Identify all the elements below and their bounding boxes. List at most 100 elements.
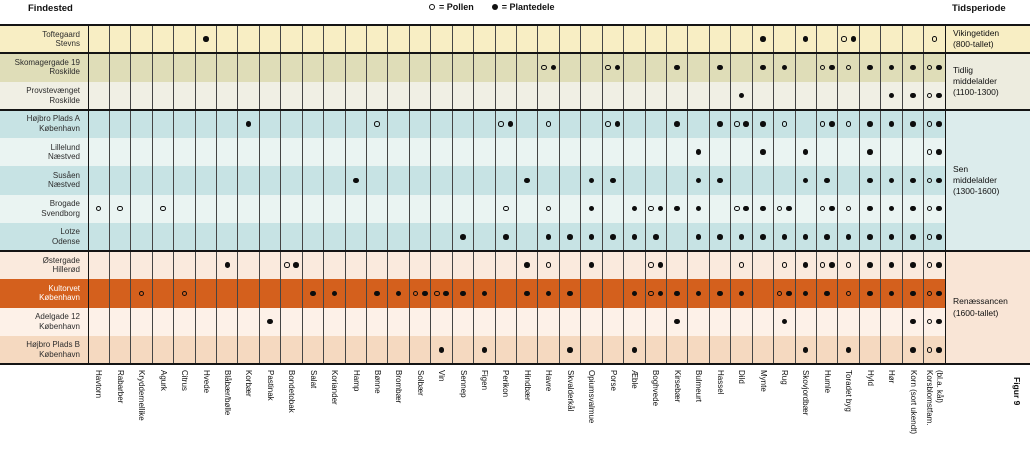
plantedele-dot: [936, 149, 942, 155]
pollen-dot: [845, 121, 852, 127]
grid-line-vertical: [451, 25, 453, 364]
column-label: Bondetobak: [287, 370, 297, 413]
plantedele-dot: [567, 234, 573, 240]
pollen-dot: [138, 290, 145, 297]
row-label: Kultorvet København: [39, 283, 80, 303]
grid-line-vertical: [580, 25, 582, 364]
plantedele-dot: [610, 177, 616, 184]
plantedele-dot: [888, 234, 895, 240]
grid-line-vertical: [730, 25, 732, 364]
plantedele-dot: [910, 92, 916, 99]
plantedele-dot: [293, 262, 299, 268]
plantedele-dot: [588, 234, 595, 240]
pollen-dot: [841, 36, 847, 42]
grid-line-vertical: [815, 25, 817, 364]
plantedele-dot: [331, 290, 338, 297]
plantedele-dot: [657, 262, 664, 268]
plantedele-dot: [936, 92, 942, 99]
grid-line-vertical: [751, 25, 753, 364]
plantedele-dot: [888, 290, 895, 297]
plantedele-dot: [524, 290, 530, 297]
column-label: Pastinak: [265, 370, 275, 401]
column-label: Hyld: [865, 370, 875, 387]
plantedele-dot: [781, 64, 788, 71]
plantedele-dot: [310, 290, 316, 297]
column-label: Kryddernellike: [137, 370, 147, 421]
plantedele-dot: [936, 205, 942, 212]
grid-line-vertical: [858, 25, 860, 364]
column-label: Hindbær: [522, 370, 532, 401]
grid-line-vertical: [430, 25, 432, 364]
column-label: Æble: [630, 370, 640, 389]
row-band: [0, 138, 945, 167]
grid-line-vertical: [880, 25, 882, 364]
column-label: Salat: [308, 370, 318, 389]
plantedele-dot: [738, 92, 745, 99]
period-band: Renæssancen (1600-tallet): [945, 251, 1030, 364]
plantedele-dot: [743, 121, 749, 127]
plantedele-dot: [545, 290, 552, 297]
plantedele-dot: [936, 262, 942, 268]
plantedele-dot: [829, 262, 835, 268]
plantedele-dot: [910, 318, 916, 325]
plantedele-dot: [910, 347, 916, 353]
column-label: Rabarber: [115, 370, 125, 404]
row-band: [0, 53, 945, 82]
plantedele-dot: [717, 64, 723, 71]
plantedele-dot: [443, 290, 449, 297]
plantedele-dot: [588, 177, 595, 184]
grid-line-vertical: [194, 25, 196, 364]
pollen-dot: [926, 347, 933, 353]
grid-line-vertical: [366, 25, 368, 364]
grid-line-vertical: [623, 25, 625, 364]
tidsperiode-header: Tidsperiode: [952, 3, 1006, 14]
column-label: Figen: [480, 370, 490, 391]
plantedele-dot: [738, 290, 745, 297]
plantedele-dot: [824, 177, 830, 184]
legend-plantedele: = Plantedele: [491, 2, 555, 12]
grid-line-vertical: [794, 25, 796, 364]
pollen-dot: [776, 290, 783, 297]
pollen-open-circle-icon: [429, 4, 435, 10]
pollen-dot: [117, 205, 123, 212]
pollen-dot: [781, 262, 788, 268]
row-band: [0, 166, 945, 195]
plantedele-dot: [786, 290, 792, 297]
plantedele-dot: [829, 121, 835, 127]
grid-line-vertical: [558, 25, 560, 364]
pollen-dot: [160, 205, 166, 212]
column-label: Porse: [608, 370, 618, 391]
plantedele-dot: [760, 234, 766, 240]
plantedele-dot: [802, 149, 809, 155]
plantedele-dot: [760, 205, 766, 212]
pollen-dot: [845, 205, 852, 212]
plantedele-dot: [760, 121, 766, 127]
column-label: Perikon: [501, 370, 511, 398]
row-label: Lotze Odense: [51, 227, 80, 246]
plantedele-dot: [374, 290, 380, 297]
plantedele-dot: [743, 205, 749, 212]
plantedele-dot: [674, 290, 680, 297]
plantedele-dot: [867, 149, 873, 155]
column-label: Koriander: [330, 370, 340, 405]
pollen-dot: [845, 290, 852, 297]
plantedele-dot: [802, 262, 809, 268]
plantedele-dot: [224, 262, 230, 268]
grid-line-vertical: [494, 25, 496, 364]
grid-line-vertical: [687, 25, 689, 364]
plantedele-dot: [545, 234, 552, 240]
plantedele-dot: [867, 234, 873, 240]
pollen-dot: [738, 262, 745, 268]
pollen-dot: [926, 234, 933, 240]
pollen-dot: [648, 262, 654, 268]
column-label: Opiumsvalmue: [587, 370, 597, 424]
plantedele-dot: [888, 92, 895, 99]
plantedele-dot: [460, 290, 466, 297]
plantedele-dot: [867, 290, 873, 297]
row-label: Toftegaard Stevns: [42, 29, 80, 49]
plantedele-dot: [829, 64, 835, 71]
plantedele-dot: [910, 177, 916, 184]
plantedele-dot: [657, 205, 664, 212]
grid-line-vertical: [108, 25, 110, 364]
row-band: [0, 307, 945, 336]
